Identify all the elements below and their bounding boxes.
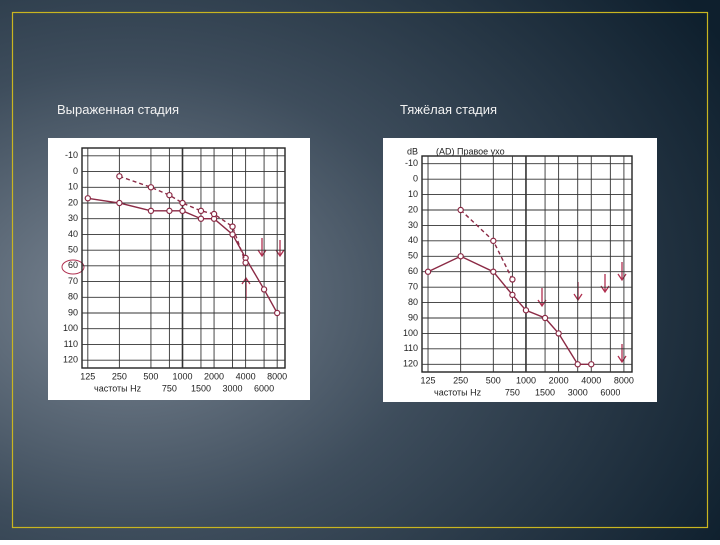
y-tick-label: 120: [403, 359, 418, 369]
y-tick-label: 20: [408, 204, 418, 214]
data-point: [490, 237, 497, 245]
x-tick-label: 500: [486, 375, 501, 385]
frame: [11, 11, 709, 529]
x-tick-label: 250: [112, 371, 127, 381]
data-point: [509, 291, 516, 299]
data-point: [260, 286, 268, 293]
y-tick-label: 0: [413, 174, 418, 184]
data-point: [424, 268, 432, 275]
y-tick-label: 30: [68, 213, 78, 223]
data-point: [522, 307, 530, 314]
y-tick-label: 0: [73, 166, 78, 176]
y-tick-label: 70: [408, 282, 418, 292]
y-axis-label: dB: [407, 146, 418, 156]
y-tick-label: -10: [65, 150, 78, 160]
data-point: [147, 184, 155, 191]
data-point: [574, 361, 581, 368]
x-tick-label: 3000: [223, 383, 243, 393]
y-tick-label: 40: [408, 235, 418, 245]
data-point: [273, 309, 281, 317]
data-point: [457, 206, 464, 214]
y-tick-label: 50: [408, 251, 418, 261]
series-line: [119, 175, 247, 263]
x-tick-label: 1500: [535, 387, 555, 397]
y-tick-label: 20: [68, 197, 78, 207]
x-tick-label: 8000: [614, 375, 634, 385]
chart-title: (AD) Правое ухо: [436, 146, 505, 156]
data-point: [229, 231, 236, 238]
data-point: [179, 207, 186, 215]
x-tick-label: 750: [505, 387, 520, 397]
data-point: [166, 191, 173, 199]
x-tick-label: 125: [421, 375, 436, 385]
y-tick-label: 50: [68, 245, 78, 255]
x-tick-label: 6000: [600, 387, 620, 397]
annotation-circle: [61, 259, 85, 275]
x-tick-label: 8000: [267, 371, 287, 381]
x-tick-label: 2000: [204, 371, 224, 381]
y-tick-label: 60: [68, 260, 78, 270]
x-tick-label: 1000: [172, 371, 192, 381]
data-point: [197, 215, 205, 222]
y-tick-label: 40: [68, 229, 78, 239]
y-tick-label: 80: [408, 297, 418, 307]
plot-area: [81, 147, 286, 369]
y-tick-label: 80: [68, 292, 78, 302]
data-point: [166, 207, 173, 215]
y-tick-label: 30: [408, 220, 418, 230]
y-tick-label: 100: [403, 328, 418, 338]
x-tick-label: 250: [453, 375, 468, 385]
data-point: [457, 253, 464, 260]
x-axis-label: частоты Hz: [94, 383, 142, 393]
data-point: [116, 173, 123, 180]
x-tick-label: 1000: [516, 375, 536, 385]
y-tick-label: 10: [68, 182, 78, 192]
data-point: [84, 195, 92, 202]
x-tick-label: 500: [143, 371, 158, 381]
x-tick-label: 750: [162, 383, 177, 393]
x-tick-label: 1500: [191, 383, 211, 393]
data-point: [210, 210, 218, 218]
x-tick-label: 3000: [568, 387, 588, 397]
image-panel: [48, 138, 310, 400]
y-tick-label: 110: [64, 339, 78, 349]
y-tick-label: 110: [404, 343, 418, 353]
y-tick-label: 90: [68, 307, 78, 317]
data-point: [229, 223, 236, 230]
data-point: [242, 259, 249, 266]
data-point: [541, 314, 549, 322]
x-axis-label: частоты Hz: [434, 387, 482, 397]
x-tick-label: 4000: [236, 371, 256, 381]
y-tick-label: 100: [63, 323, 78, 333]
x-tick-label: 125: [80, 371, 95, 381]
data-point: [509, 276, 516, 283]
data-point: [555, 330, 562, 337]
image-panel: [383, 138, 657, 402]
y-tick-label: 10: [408, 189, 418, 199]
data-point: [147, 207, 155, 215]
data-point: [179, 199, 186, 207]
caption: Тяжёлая стадия: [400, 102, 497, 117]
x-tick-label: 6000: [254, 383, 274, 393]
data-point: [490, 268, 497, 275]
x-tick-label: 2000: [549, 375, 569, 385]
data-point: [588, 361, 595, 368]
y-tick-label: -10: [405, 158, 418, 168]
data-point: [116, 199, 123, 207]
caption: Выраженная стадия: [57, 102, 179, 117]
y-tick-label: 70: [68, 276, 78, 286]
y-tick-label: 120: [63, 355, 78, 365]
data-point: [197, 207, 205, 215]
y-tick-label: 90: [408, 312, 418, 322]
x-tick-label: 4000: [581, 375, 601, 385]
y-tick-label: 60: [408, 266, 418, 276]
plot-area: [421, 155, 633, 373]
